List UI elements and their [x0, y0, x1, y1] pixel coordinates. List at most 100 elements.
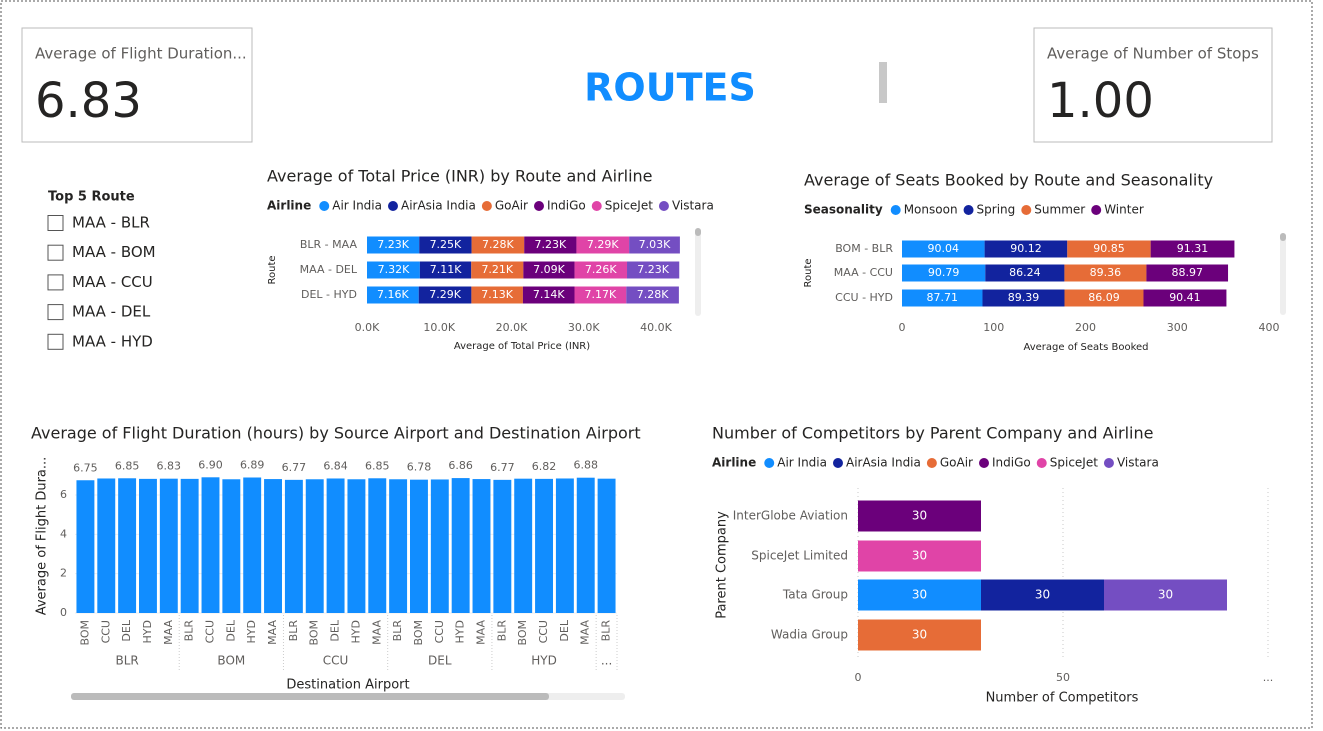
x-axis-label: Average of Seats Booked [1023, 342, 1148, 353]
data-label: 90.79 [928, 266, 960, 279]
checkbox[interactable] [47, 333, 64, 350]
x-tick-label: CCU [204, 620, 217, 643]
bar-segment [902, 240, 985, 258]
bar-segment [1150, 240, 1235, 258]
data-label: 7.26K [585, 263, 617, 276]
data-label: 6.77 [282, 461, 307, 474]
bar-segment [523, 261, 575, 279]
slicer-item[interactable]: MAA - BOM [72, 243, 156, 261]
card-box [21, 27, 253, 143]
legend-label: Monsoon [904, 203, 958, 217]
bar [493, 479, 512, 613]
scrollbar-thumb[interactable] [695, 228, 701, 236]
category-label: DEL - HYD [301, 288, 357, 301]
legend-title: Airline [267, 199, 311, 213]
bar-segment [1064, 264, 1147, 282]
bar-segment [471, 286, 523, 304]
legend-label: AirAsia India [401, 199, 476, 213]
card-box [1033, 27, 1273, 143]
x-tick-label: 0 [855, 671, 862, 684]
bar-segment [1067, 240, 1151, 258]
data-label: 90.41 [1169, 291, 1201, 304]
bar-segment [626, 286, 679, 304]
checkbox[interactable] [47, 215, 64, 231]
legend-label: SpiceJet [1050, 456, 1098, 470]
x-tick-label: BLR [495, 620, 508, 642]
data-label: 6.90 [198, 458, 223, 471]
scrollbar[interactable] [1280, 233, 1286, 315]
bar [576, 477, 595, 613]
bar [284, 479, 303, 613]
bar [97, 478, 116, 613]
data-label: 7.28K [482, 238, 514, 251]
x-tick-label: MAA [266, 620, 279, 645]
x-tick-label: 20.0K [496, 321, 528, 334]
scrollbar-thumb[interactable] [71, 693, 549, 700]
bar [555, 478, 574, 613]
x-tick-label: HYD [454, 620, 467, 643]
x-tick-label: CCU [433, 620, 446, 643]
y-axis-label: Route [803, 258, 814, 287]
legend-swatch [926, 458, 937, 468]
legend-label: AirAsia India [846, 456, 921, 470]
bar-segment [982, 289, 1065, 307]
scrollbar-thumb[interactable] [1280, 233, 1286, 241]
card-value: 1.00 [1047, 73, 1154, 129]
bar [305, 479, 324, 613]
data-label: 7.29K [587, 238, 619, 251]
bar [180, 478, 199, 613]
x-tick-label: BOM [516, 620, 529, 646]
x-tick-label: CCU [99, 620, 112, 643]
data-label: 6.77 [490, 461, 515, 474]
bar-segment [981, 579, 1104, 611]
data-label: 7.28K [637, 288, 669, 301]
legend-swatch [658, 201, 669, 211]
legend-swatch [387, 201, 398, 211]
checkbox[interactable] [47, 244, 64, 261]
x-tick-label: BLR [183, 620, 196, 642]
checkbox[interactable] [47, 304, 64, 321]
legend-label: IndiGo [992, 456, 1031, 470]
category-label: InterGlobe Aviation [733, 509, 848, 523]
data-label: 30 [1158, 588, 1173, 602]
bar-segment [471, 261, 524, 279]
x-tick-label: BOM [78, 620, 91, 646]
data-label: 7.21K [481, 263, 513, 276]
x-tick-label: 300 [1167, 321, 1188, 334]
bar [514, 478, 533, 613]
card-label: Average of Number of Stops [1047, 45, 1259, 63]
legend-swatch [1036, 458, 1047, 468]
bar-segment [367, 261, 420, 279]
x-tick-label: BLR [391, 620, 404, 642]
x-tick-label: 100 [983, 321, 1004, 334]
data-label: 30 [1035, 588, 1050, 602]
slicer-item[interactable]: MAA - CCU [72, 273, 153, 291]
bar-segment [858, 619, 981, 651]
x-axis-label: Average of Total Price (INR) [454, 341, 590, 352]
page-title: ROUTES [584, 66, 756, 110]
bar-segment [576, 236, 630, 254]
x-tick-label: MAA [162, 620, 175, 645]
data-label: 30 [912, 549, 927, 563]
bar [326, 478, 345, 613]
data-label: 7.25K [430, 238, 462, 251]
legend-swatch [832, 458, 843, 468]
chart-title: Number of Competitors by Parent Company … [712, 424, 1153, 443]
slicer-item[interactable]: MAA - HYD [72, 332, 153, 350]
checkbox[interactable] [47, 274, 64, 291]
legend-swatch [1103, 458, 1114, 468]
data-label: 6.85 [365, 459, 390, 472]
slicer-item[interactable]: MAA - BLR [72, 214, 150, 232]
x-tick-label: 10.0K [423, 321, 455, 334]
x-tick-label: BLR [287, 620, 300, 642]
y-tick-label: 2 [60, 567, 67, 580]
slicer-item[interactable]: MAA - DEL [72, 303, 151, 321]
x-tick-label: 0 [899, 321, 906, 334]
legend-swatch [481, 201, 492, 211]
data-label: 6.85 [115, 459, 140, 472]
scrollbar[interactable] [695, 228, 701, 316]
bar [451, 478, 470, 613]
category-label: CCU - HYD [835, 291, 893, 304]
data-label: 6.84 [323, 459, 348, 472]
